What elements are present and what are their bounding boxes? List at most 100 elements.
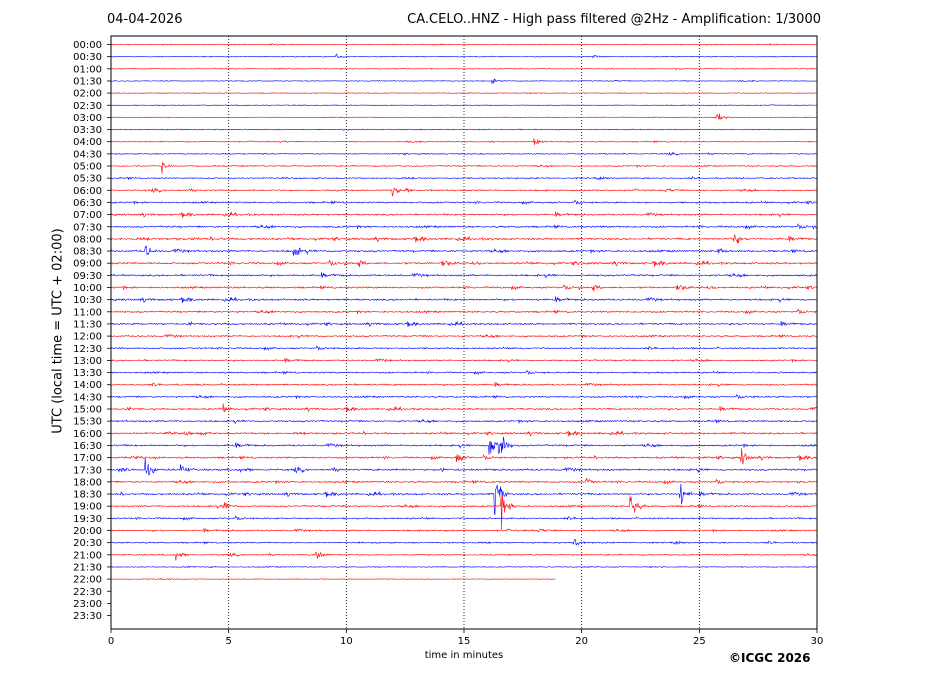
y-tick-label: 18:30 xyxy=(73,490,102,501)
trace-row-1830 xyxy=(110,483,817,515)
trace-row-1600 xyxy=(110,430,817,437)
trace-row-0700 xyxy=(110,211,817,218)
trace-row-2200 xyxy=(110,577,556,581)
y-tick-label: 13:30 xyxy=(73,368,102,379)
trace-row-0300 xyxy=(110,113,817,120)
y-tick-label: 08:30 xyxy=(73,247,102,258)
trace-row-0000 xyxy=(110,42,817,46)
trace-row-0600 xyxy=(110,187,817,197)
y-tick-label: 11:00 xyxy=(73,307,102,318)
y-tick-label: 06:00 xyxy=(73,186,102,197)
trace-row-0830 xyxy=(110,245,817,256)
trace-row-0730 xyxy=(110,223,817,230)
y-tick-label: 09:30 xyxy=(73,271,102,282)
y-tick-label: 05:30 xyxy=(73,174,102,185)
trace-row-1730 xyxy=(110,457,817,476)
x-tick-label: 0 xyxy=(108,636,114,647)
y-tick-label: 11:30 xyxy=(73,319,102,330)
x-axis-label: time in minutes xyxy=(424,650,504,661)
y-tick-label: 15:30 xyxy=(73,417,102,428)
trace-row-1230 xyxy=(110,345,817,351)
trace-row-1700 xyxy=(110,448,817,465)
y-tick-label: 22:00 xyxy=(73,575,102,586)
trace-row-0430 xyxy=(110,151,817,156)
plot-date: 04-04-2026 xyxy=(107,12,183,27)
y-tick-label: 23:30 xyxy=(73,611,102,622)
y-tick-label: 19:00 xyxy=(73,502,102,513)
trace-row-1300 xyxy=(110,357,817,364)
x-tick-label: 30 xyxy=(811,636,824,647)
trace-row-0100 xyxy=(110,67,817,70)
y-tick-label: 00:30 xyxy=(73,52,102,63)
y-tick-label: 00:00 xyxy=(73,40,102,51)
trace-row-0200 xyxy=(110,92,817,95)
trace-row-1530 xyxy=(110,418,817,425)
y-tick-label: 18:00 xyxy=(73,477,102,488)
y-tick-label: 01:00 xyxy=(73,64,102,75)
copyright-notice: ©ICGC 2026 xyxy=(729,651,811,665)
trace-row-1800 xyxy=(110,477,817,485)
trace-row-0500 xyxy=(110,162,817,174)
y-tick-label: 14:30 xyxy=(73,392,102,403)
x-tick-label: 5 xyxy=(225,636,231,647)
y-tick-label: 14:00 xyxy=(73,380,102,391)
y-tick-label: 04:30 xyxy=(73,149,102,160)
y-tick-label: 17:30 xyxy=(73,465,102,476)
trace-row-1630 xyxy=(110,436,817,455)
trace-row-0400 xyxy=(110,138,817,146)
trace-row-0330 xyxy=(110,128,817,131)
trace-row-1930 xyxy=(110,515,817,521)
x-tick-label: 25 xyxy=(693,636,706,647)
trace-row-0630 xyxy=(110,199,817,206)
y-tick-label: 12:30 xyxy=(73,344,102,355)
y-tick-label: 02:00 xyxy=(73,89,102,100)
y-tick-label: 15:00 xyxy=(73,405,102,416)
y-tick-label: 02:30 xyxy=(73,101,102,112)
y-tick-label: 17:00 xyxy=(73,453,102,464)
trace-row-2000 xyxy=(110,528,817,533)
x-tick-label: 20 xyxy=(575,636,588,647)
trace-row-1130 xyxy=(110,320,817,328)
trace-row-0030 xyxy=(110,53,817,59)
trace-row-0900 xyxy=(110,259,817,268)
trace-row-2130 xyxy=(110,565,817,569)
trace-row-0930 xyxy=(110,272,817,279)
y-tick-label: 07:00 xyxy=(73,210,102,221)
y-tick-label: 16:00 xyxy=(73,429,102,440)
y-tick-label: 03:30 xyxy=(73,125,102,136)
y-tick-label: 08:00 xyxy=(73,234,102,245)
y-tick-label: 03:00 xyxy=(73,113,102,124)
x-tick-label: 15 xyxy=(458,636,471,647)
y-tick-label: 23:00 xyxy=(73,599,102,610)
trace-row-0800 xyxy=(110,234,817,244)
plot-title: CA.CELO..HNZ - High pass filtered @2Hz -… xyxy=(407,12,821,27)
trace-row-2030 xyxy=(110,539,817,546)
y-tick-label: 12:00 xyxy=(73,332,102,343)
y-tick-label: 20:30 xyxy=(73,538,102,549)
y-tick-label: 01:30 xyxy=(73,76,102,87)
trace-row-1000 xyxy=(110,283,817,292)
y-tick-label: 21:30 xyxy=(73,562,102,573)
trace-row-1430 xyxy=(110,393,817,400)
trace-row-0130 xyxy=(110,78,817,84)
trace-row-1330 xyxy=(110,369,817,376)
y-tick-label: 10:00 xyxy=(73,283,102,294)
trace-row-1100 xyxy=(110,308,817,315)
y-tick-label: 22:30 xyxy=(73,587,102,598)
y-tick-label: 05:00 xyxy=(73,162,102,173)
trace-row-0530 xyxy=(110,176,817,181)
y-tick-label: 19:30 xyxy=(73,514,102,525)
trace-row-1500 xyxy=(110,403,817,413)
trace-row-1030 xyxy=(110,296,817,304)
y-tick-label: 07:30 xyxy=(73,222,102,233)
y-tick-label: 16:30 xyxy=(73,441,102,452)
y-tick-label: 06:30 xyxy=(73,198,102,209)
trace-row-0230 xyxy=(110,104,817,107)
y-tick-label: 13:00 xyxy=(73,356,102,367)
y-tick-label: 10:30 xyxy=(73,295,102,306)
trace-row-1200 xyxy=(110,334,817,340)
y-tick-label: 20:00 xyxy=(73,526,102,537)
y-tick-label: 21:00 xyxy=(73,550,102,561)
trace-row-2100 xyxy=(110,551,817,561)
